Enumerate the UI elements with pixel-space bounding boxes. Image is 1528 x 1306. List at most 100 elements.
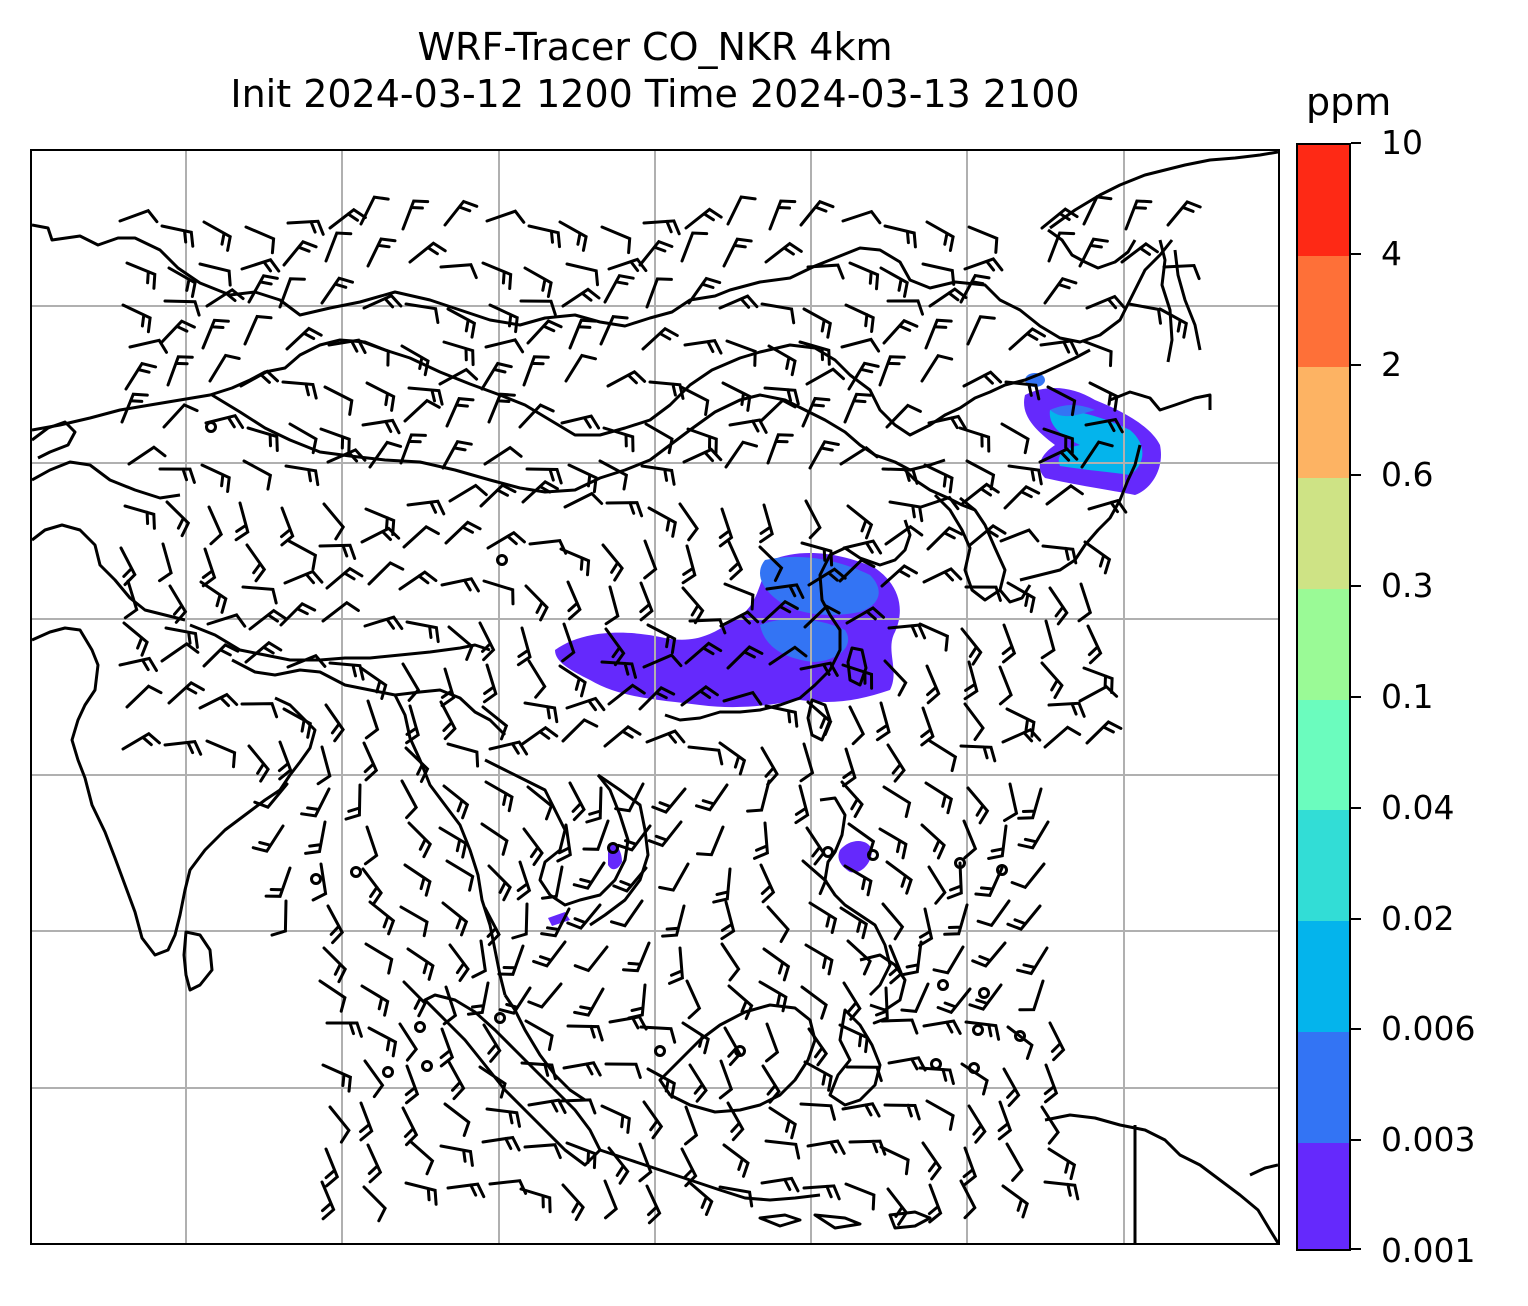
wind-barb: [572, 861, 606, 890]
wind-barb: [642, 653, 683, 669]
wind-barb: [167, 266, 197, 298]
wind-barb: [922, 567, 963, 584]
wind-barb: [962, 370, 1003, 388]
wind-barb: [488, 303, 519, 334]
wind-barb: [920, 823, 946, 860]
wind-barb: [963, 257, 1004, 272]
wind-barb: [240, 258, 281, 273]
wind-barb: [976, 899, 1011, 928]
wind-barb: [207, 505, 224, 546]
wind-barb: [684, 1105, 699, 1146]
wind-barb: [764, 241, 803, 264]
wind-barb: [1085, 294, 1126, 310]
wind-barb: [646, 623, 677, 655]
wind-barb: [121, 731, 161, 751]
wind-barb: [398, 1022, 419, 1062]
wind-barb: [805, 826, 826, 866]
wind-barb: [668, 946, 684, 985]
wind-barb: [1087, 498, 1128, 514]
wind-barb: [882, 785, 912, 818]
wind-barb: [316, 745, 332, 786]
colorbar-band: [1298, 477, 1349, 589]
wind-barb: [845, 1065, 883, 1083]
wind-barb: [932, 945, 965, 975]
wind-barb: [516, 860, 532, 901]
wind-barb: [519, 299, 557, 317]
border-china-korea: [903, 468, 976, 512]
wind-barb: [801, 859, 828, 896]
wind-barb: [286, 219, 325, 236]
wind-barb: [645, 729, 686, 744]
wind-barb: [168, 584, 188, 624]
wind-barb: [759, 503, 774, 544]
wind-barb: [680, 231, 709, 263]
wind-barb: [441, 440, 473, 470]
wind-barb: [718, 741, 747, 776]
wind-barb: [1041, 544, 1078, 565]
wind-barb: [687, 1180, 714, 1216]
wind-barb: [565, 696, 606, 712]
wind-barb: [638, 1142, 653, 1183]
wind-barb: [695, 783, 729, 812]
calm-wind-circle: [822, 846, 834, 858]
wind-barb: [843, 392, 872, 424]
wind-barb: [367, 561, 405, 586]
colorbar: [1296, 143, 1351, 1251]
wind-barb: [400, 779, 419, 820]
wind-barb: [1083, 540, 1112, 575]
wind-barb: [478, 621, 496, 662]
japan-hokkaido: [1109, 390, 1212, 412]
wind-barb: [886, 743, 906, 783]
wind-barb: [288, 422, 318, 455]
wind-barb: [403, 863, 432, 897]
wind-barb: [527, 1098, 567, 1114]
border-himalaya: [231, 658, 507, 737]
wind-barb: [925, 1099, 955, 1131]
wind-barb: [959, 1179, 977, 1220]
wind-barb: [841, 1102, 881, 1118]
wind-barb: [753, 821, 769, 860]
colorbar-band: [1298, 920, 1349, 1032]
wind-barb: [568, 318, 597, 350]
wind-barb: [622, 941, 651, 973]
wind-barb: [880, 1018, 919, 1035]
map-panel: [30, 149, 1280, 1245]
colorbar-tick: [1351, 806, 1361, 809]
wind-barb: [963, 702, 985, 741]
calm-wind-circle: [937, 979, 949, 991]
wind-barb: [165, 500, 191, 538]
wind-barb: [802, 307, 832, 339]
wind-barb: [566, 903, 602, 930]
wind-barb: [327, 338, 367, 355]
wind-barb: [523, 1143, 562, 1160]
wind-barb: [525, 467, 563, 485]
colorbar-band: [1298, 1142, 1349, 1249]
wind-barb: [318, 979, 347, 1013]
wind-barb: [364, 942, 394, 975]
wind-barb: [438, 826, 468, 859]
wind-barb: [558, 220, 588, 252]
wind-barb: [684, 207, 723, 230]
wind-barb: [125, 261, 157, 290]
wind-barb: [200, 463, 231, 493]
wind-barb: [328, 207, 367, 230]
wind-barb: [121, 303, 152, 334]
plume-philippines: [838, 841, 872, 873]
wind-barb: [440, 667, 456, 708]
wind-barb: [1040, 661, 1064, 699]
wind-barb: [727, 984, 754, 1021]
wind-barb: [239, 369, 279, 388]
wind-barb: [324, 1147, 340, 1188]
calm-wind-circle: [978, 987, 990, 999]
wind-barb: [607, 683, 646, 706]
wind-barb: [363, 615, 404, 630]
wind-barb: [407, 821, 433, 859]
wind-barb: [962, 819, 978, 860]
wind-barb: [443, 1102, 471, 1137]
colorbar-tick-label: 0.02: [1381, 898, 1455, 938]
wind-barb: [880, 564, 918, 588]
wind-barb: [1040, 1105, 1060, 1145]
taiwan: [846, 646, 868, 687]
colorbar-tick-label: 0.6: [1381, 455, 1434, 495]
wind-barb: [802, 1184, 841, 1201]
